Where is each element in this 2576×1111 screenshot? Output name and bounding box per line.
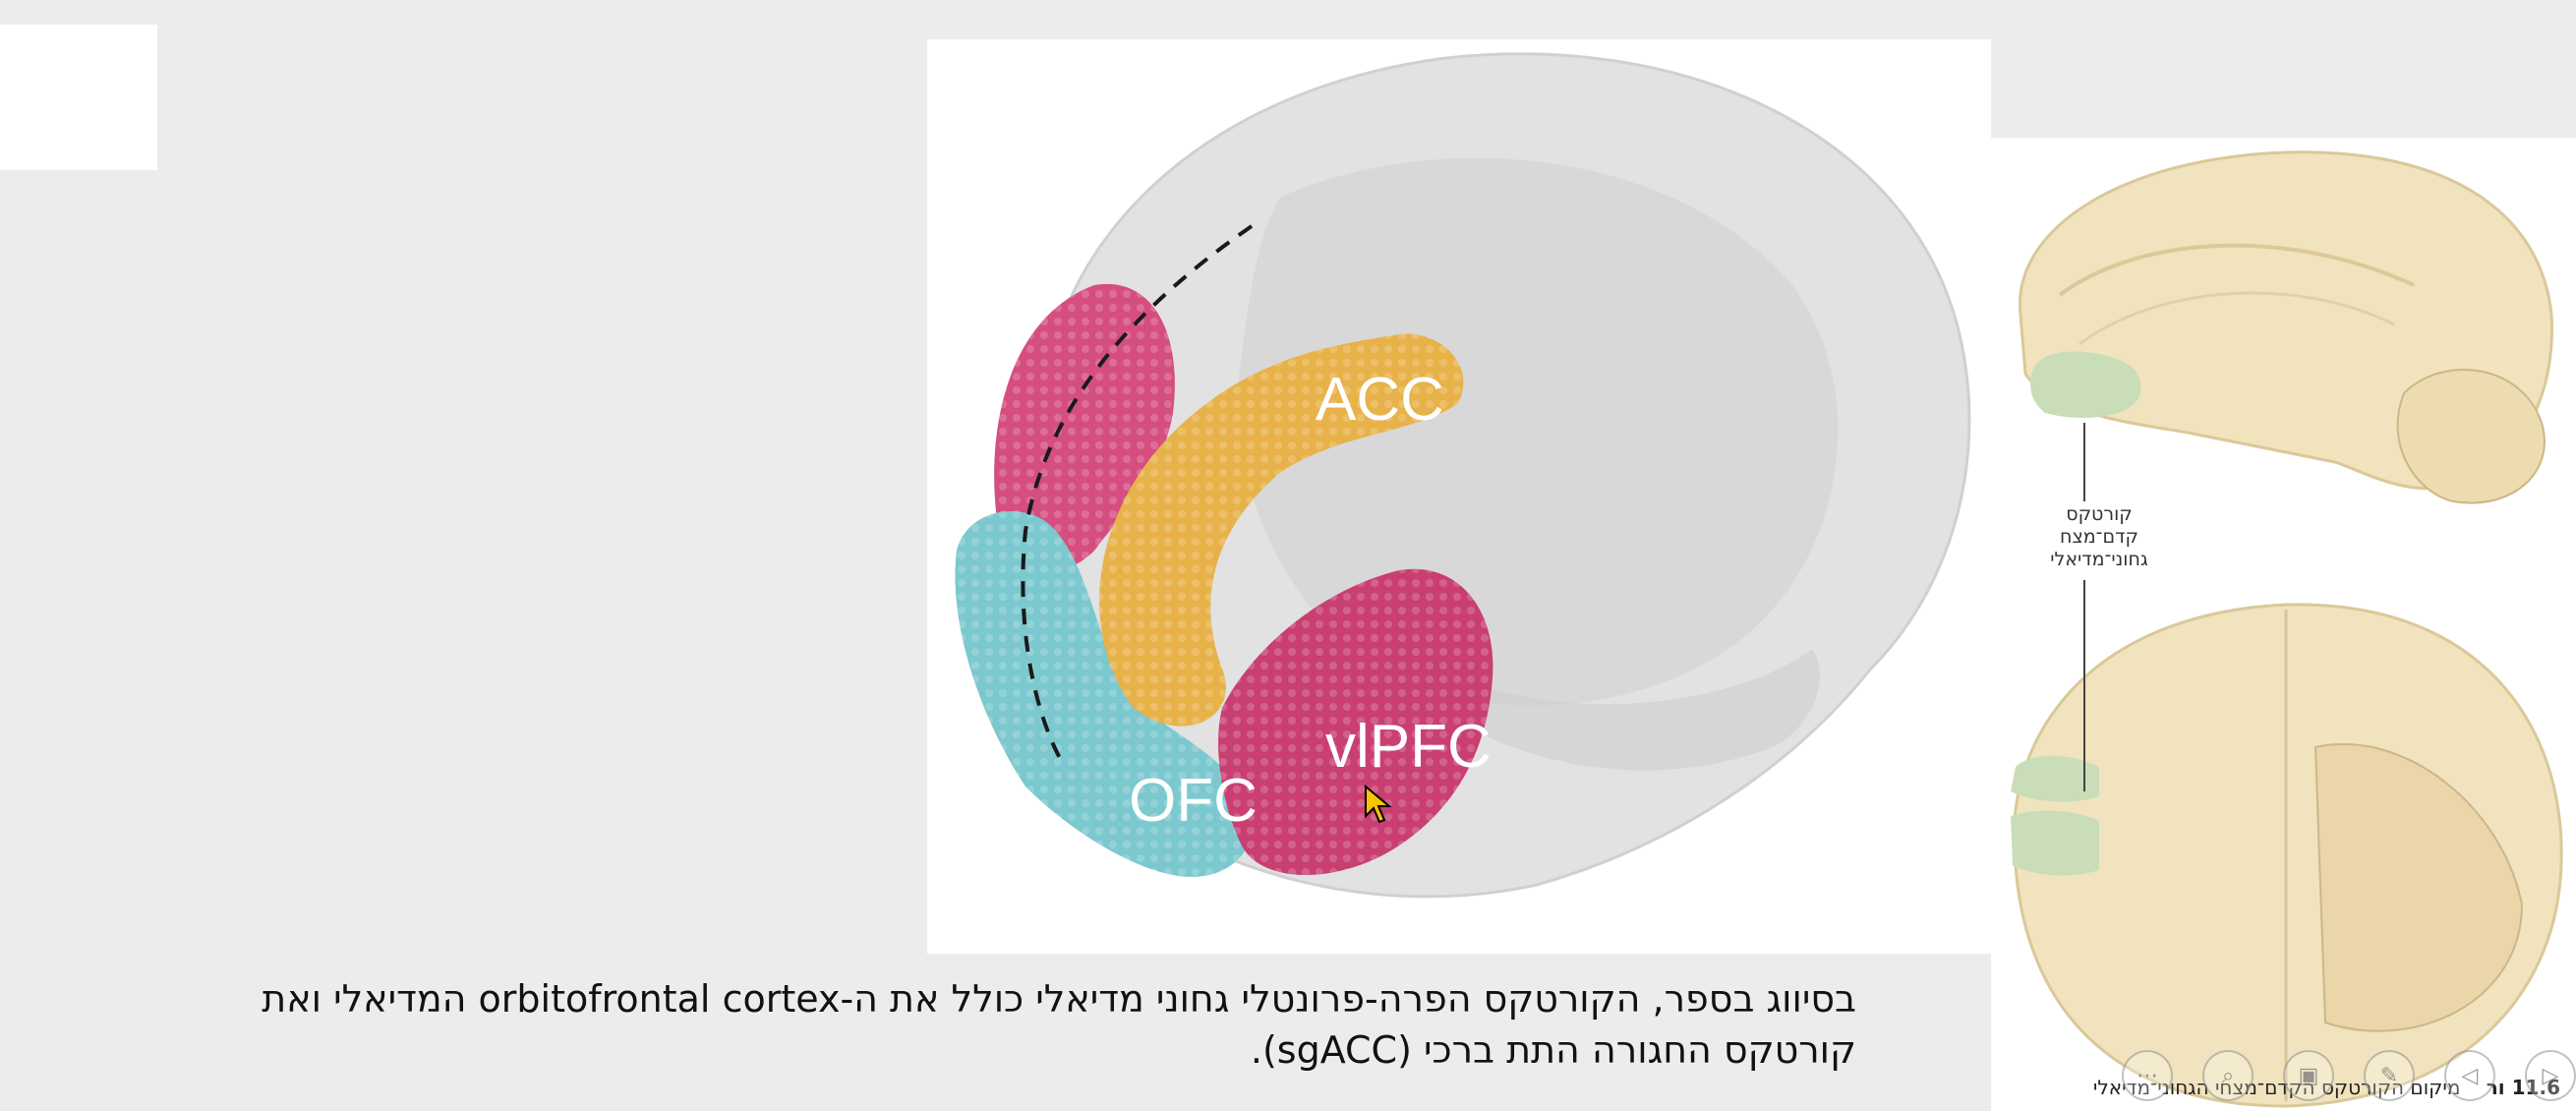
vmpfc-highlight-ventral-upper — [2011, 755, 2099, 802]
mouse-cursor-icon — [1365, 785, 1391, 824]
slides-icon: ▣ — [2298, 1063, 2319, 1088]
next-icon: ▷ — [2542, 1063, 2559, 1088]
pen-tool-button[interactable]: ✎ — [2364, 1050, 2415, 1101]
blank-panel — [0, 25, 157, 170]
vmpfc-highlight-sagittal — [2030, 351, 2141, 418]
atlas-callout-label: קורטקס קדם־מצח גחוני־מדיאלי — [2006, 503, 2193, 571]
slide-body-text: בסיווג בספר, הקורטקס הפרה-פרונטלי גחוני … — [20, 973, 1856, 1076]
acc-label: ACC — [1316, 366, 1444, 434]
cerebellum — [2396, 369, 2546, 504]
next-slide-button[interactable]: ▷ — [2525, 1050, 2576, 1101]
vlpfc-label: vlPFC — [1325, 713, 1492, 781]
more-options-button[interactable]: ⋯ — [2122, 1050, 2173, 1101]
callout-line-1: קורטקס — [2066, 503, 2133, 525]
brain-atlas-figure — [1991, 138, 2576, 1111]
brain-3d-figure: ACC vlPFC OFC — [927, 39, 1991, 954]
all-slides-button[interactable]: ▣ — [2283, 1050, 2334, 1101]
zoom-button[interactable]: ⌕ — [2202, 1050, 2254, 1101]
callout-line-2: קדם־מצח — [2060, 526, 2138, 548]
brain-inner-shadow — [1238, 157, 1839, 706]
pen-icon: ✎ — [2379, 1063, 2399, 1088]
slide-text-line-2: קורטקס החגורה התת ברכי (sgACC). — [1250, 1028, 1856, 1072]
brain-3d-illustration: ACC vlPFC OFC — [955, 52, 1971, 899]
brain-atlas-illustration — [2011, 150, 2563, 1108]
vmpfc-highlight-ventral-lower — [2011, 810, 2099, 876]
slideshow-controls: ⋯ ⌕ ▣ ✎ ◁ ▷ — [2122, 1050, 2576, 1105]
prev-icon: ◁ — [2461, 1063, 2479, 1088]
ofc-label: OFC — [1129, 767, 1258, 835]
slide-text-line-1: בסיווג בספר, הקורטקס הפרה-פרונטלי גחוני … — [262, 977, 1856, 1021]
zoom-icon: ⌕ — [2221, 1063, 2235, 1088]
more-icon: ⋯ — [2137, 1063, 2158, 1088]
previous-slide-button[interactable]: ◁ — [2444, 1050, 2495, 1101]
brain-lower-lobe — [1350, 629, 1820, 771]
dashed-boundary — [1021, 224, 1254, 769]
callout-line-3: גחוני־מדיאלי — [2050, 549, 2148, 570]
